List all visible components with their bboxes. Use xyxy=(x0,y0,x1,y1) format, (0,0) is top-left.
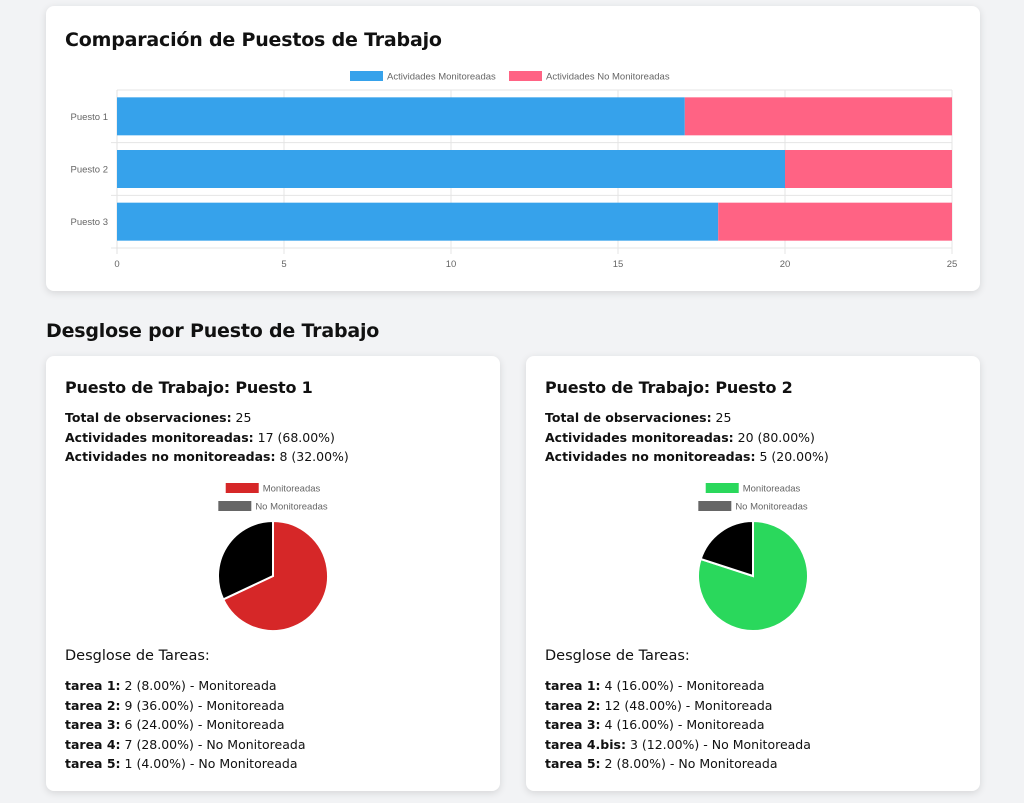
y-tick-label: Puesto 2 xyxy=(71,165,109,176)
workstation-stats: Total de observaciones: 25 Actividades m… xyxy=(65,408,349,467)
workstation-card-1: Puesto de Trabajo: Puesto 1 Total de obs… xyxy=(46,356,500,791)
pie-slice xyxy=(217,519,274,601)
pie-slice xyxy=(699,519,754,578)
task-list: tarea 1: 4 (16.00%) - Monitoreada tarea … xyxy=(545,676,811,774)
monitored-row: Actividades monitoreadas: 17 (68.00%) xyxy=(65,429,335,445)
x-tick-label: 5 xyxy=(281,259,286,270)
legend-swatch xyxy=(218,501,252,511)
legend-label: No Monitoreadas xyxy=(255,502,328,513)
list-item: tarea 1: 2 (8.00%) - Monitoreada xyxy=(65,678,277,693)
monitored-row: Actividades monitoreadas: 20 (80.00%) xyxy=(545,429,815,445)
bar-segment xyxy=(117,202,719,241)
breakdown-title: Desglose por Puesto de Trabajo xyxy=(46,320,380,342)
legend-label: No Monitoreadas xyxy=(735,502,808,513)
unmonitored-row: Actividades no monitoreadas: 5 (20.00%) xyxy=(545,449,829,464)
x-tick-label: 0 xyxy=(114,259,119,270)
pie-slice xyxy=(221,519,329,632)
x-tick-label: 25 xyxy=(947,259,958,270)
list-item: tarea 2: 12 (48.00%) - Monitoreada xyxy=(545,697,773,713)
legend-swatch xyxy=(350,71,383,81)
legend-item: No Monitoreadas xyxy=(218,501,328,513)
legend-item: Monitoreadas xyxy=(225,483,321,495)
tasks-title: Desglose de Tareas: xyxy=(65,648,210,664)
legend-item: Monitoreadas xyxy=(705,483,801,495)
total-row: Total de observaciones: 25 xyxy=(545,410,732,425)
total-row: Total de observaciones: 25 xyxy=(65,410,252,425)
workstation-card-2: Puesto de Trabajo: Puesto 2 Total de obs… xyxy=(526,356,980,791)
legend-label: Actividades No Monitoreadas xyxy=(546,72,670,83)
legend-label: Actividades Monitoreadas xyxy=(387,72,496,83)
legend-label: Monitoreadas xyxy=(263,484,321,495)
bar-segment xyxy=(117,150,785,188)
bar-segment xyxy=(785,150,952,188)
list-item: tarea 2: 9 (36.00%) - Monitoreada xyxy=(65,697,285,713)
bar-segment xyxy=(117,97,685,136)
list-item: tarea 3: 4 (16.00%) - Monitoreada xyxy=(545,717,765,732)
comparison-card: Comparación de Puestos de Trabajo Activi… xyxy=(46,6,980,291)
task-list: tarea 1: 2 (8.00%) - Monitoreada tarea 2… xyxy=(65,676,305,774)
x-tick-label: 10 xyxy=(446,259,457,270)
pie-chart-puesto-2: Monitoreadas No Monitoreadas xyxy=(697,483,809,632)
legend-swatch xyxy=(705,483,739,493)
tasks-title: Desglose de Tareas: xyxy=(545,648,690,664)
y-tick-label: Puesto 1 xyxy=(71,112,109,123)
legend-swatch xyxy=(698,501,732,511)
list-item: tarea 5: 1 (4.00%) - No Monitoreada xyxy=(65,756,298,771)
y-tick-label: Puesto 3 xyxy=(71,217,109,228)
list-item: tarea 4.bis: 3 (12.00%) - No Monitoreada xyxy=(545,736,811,752)
workstation-title: Puesto de Trabajo: Puesto 1 xyxy=(65,378,313,397)
list-item: tarea 5: 2 (8.00%) - No Monitoreada xyxy=(545,756,778,771)
legend-swatch xyxy=(509,71,542,81)
legend-item: No Monitoreadas xyxy=(698,501,808,513)
stacked-bar-chart: Actividades Monitoreadas Actividades No M… xyxy=(71,71,958,270)
comparison-title: Comparación de Puestos de Trabajo xyxy=(65,29,442,51)
pie-chart-puesto-1: Monitoreadas No Monitoreadas xyxy=(217,483,329,632)
list-item: tarea 3: 6 (24.00%) - Monitoreada xyxy=(65,717,285,732)
bar-segment xyxy=(718,202,952,241)
list-item: tarea 4: 7 (28.00%) - No Monitoreada xyxy=(65,736,306,752)
bar-segment xyxy=(684,97,952,136)
list-item: tarea 1: 4 (16.00%) - Monitoreada xyxy=(545,678,765,693)
x-tick-label: 20 xyxy=(780,259,791,270)
legend-swatch xyxy=(225,483,259,493)
unmonitored-row: Actividades no monitoreadas: 8 (32.00%) xyxy=(65,449,349,464)
workstation-stats: Total de observaciones: 25 Actividades m… xyxy=(545,408,829,467)
workstation-title: Puesto de Trabajo: Puesto 2 xyxy=(545,378,793,397)
x-tick-label: 15 xyxy=(613,259,624,270)
legend-label: Monitoreadas xyxy=(743,484,801,495)
